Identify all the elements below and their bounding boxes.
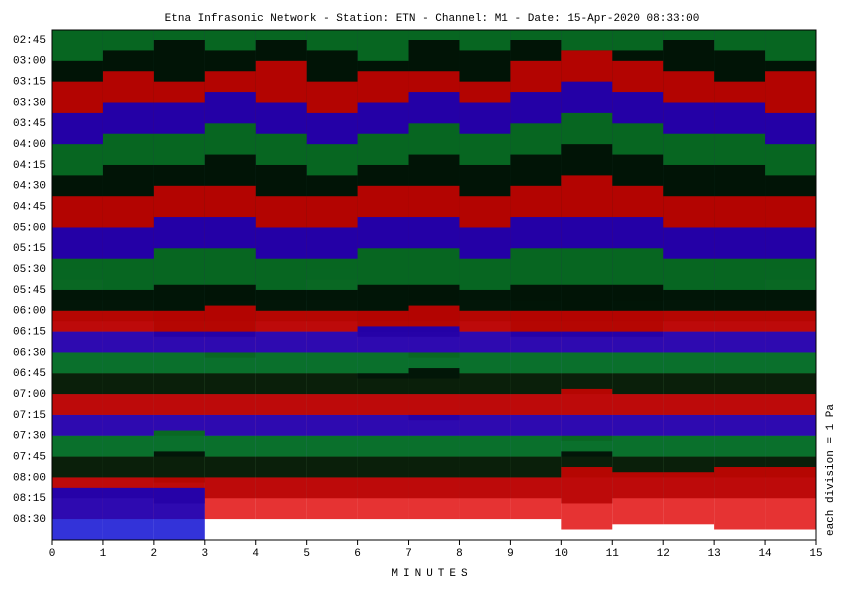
- trace-segment: [255, 477, 307, 520]
- plot-frame: [51, 29, 817, 541]
- row-label: 08:00: [13, 472, 46, 484]
- x-tick-label: 8: [456, 548, 463, 560]
- row-label: 03:15: [13, 77, 46, 89]
- trace-segment: [408, 477, 460, 520]
- trace-segment: [663, 472, 715, 525]
- row-label: 05:15: [13, 243, 46, 255]
- x-tick-label: 4: [252, 548, 259, 560]
- x-tick-label: 5: [303, 548, 310, 560]
- x-tick-label: 7: [405, 548, 412, 560]
- row-label: 05:00: [13, 222, 46, 234]
- row-label: 07:30: [13, 431, 46, 443]
- x-axis-label: MINUTES: [391, 568, 472, 580]
- x-tick-label: 13: [708, 548, 721, 560]
- row-label: 07:15: [13, 410, 46, 422]
- row-label: 02:45: [13, 35, 46, 47]
- x-tick-label: 10: [555, 548, 568, 560]
- x-tick-label: 6: [354, 548, 361, 560]
- trace-segment: [510, 477, 562, 520]
- traces: [52, 30, 816, 540]
- row-label: 07:00: [13, 389, 46, 401]
- trace-segment: [765, 467, 816, 530]
- trace-segment: [459, 477, 511, 520]
- row-label: 03:30: [13, 97, 46, 109]
- x-tick-label: 11: [606, 548, 620, 560]
- row-label: 08:30: [13, 514, 46, 526]
- x-tick-label: 9: [507, 548, 514, 560]
- row-label: 06:45: [13, 368, 46, 380]
- x-tick-label: 12: [657, 548, 670, 560]
- trace-segment: [102, 487, 154, 540]
- row-label: 03:45: [13, 118, 46, 130]
- trace-segment: [52, 487, 103, 540]
- trace-segment: [204, 477, 256, 520]
- x-tick-label: 3: [201, 548, 208, 560]
- row-label: 04:45: [13, 202, 46, 214]
- x-tick-label: 0: [49, 548, 56, 560]
- row-label: 04:15: [13, 160, 46, 172]
- x-tick-label: 14: [758, 548, 772, 560]
- x-tick-label: 2: [151, 548, 158, 560]
- x-tick-label: 1: [100, 548, 107, 560]
- trace-segment: [306, 477, 358, 520]
- row-label: 05:45: [13, 285, 46, 297]
- scale-label: each division = 1 Pa: [825, 404, 837, 536]
- x-tick-label: 15: [809, 548, 822, 560]
- row-label: 04:00: [13, 139, 46, 151]
- row-label: 07:45: [13, 452, 46, 464]
- row-label: 04:30: [13, 181, 46, 193]
- trace-segment: [612, 472, 664, 525]
- trace-segment: [714, 467, 766, 530]
- trace-segment: [561, 467, 613, 530]
- row-label: 08:15: [13, 493, 46, 505]
- chart-title: Etna Infrasonic Network - Station: ETN -…: [165, 13, 700, 25]
- row-label: 06:15: [13, 327, 46, 339]
- trace-segment: [357, 477, 409, 520]
- row-label: 03:00: [13, 56, 46, 68]
- row-label: 06:30: [13, 347, 46, 359]
- trace-segment: [153, 487, 205, 540]
- row-label: 05:30: [13, 264, 46, 276]
- row-label: 06:00: [13, 306, 46, 318]
